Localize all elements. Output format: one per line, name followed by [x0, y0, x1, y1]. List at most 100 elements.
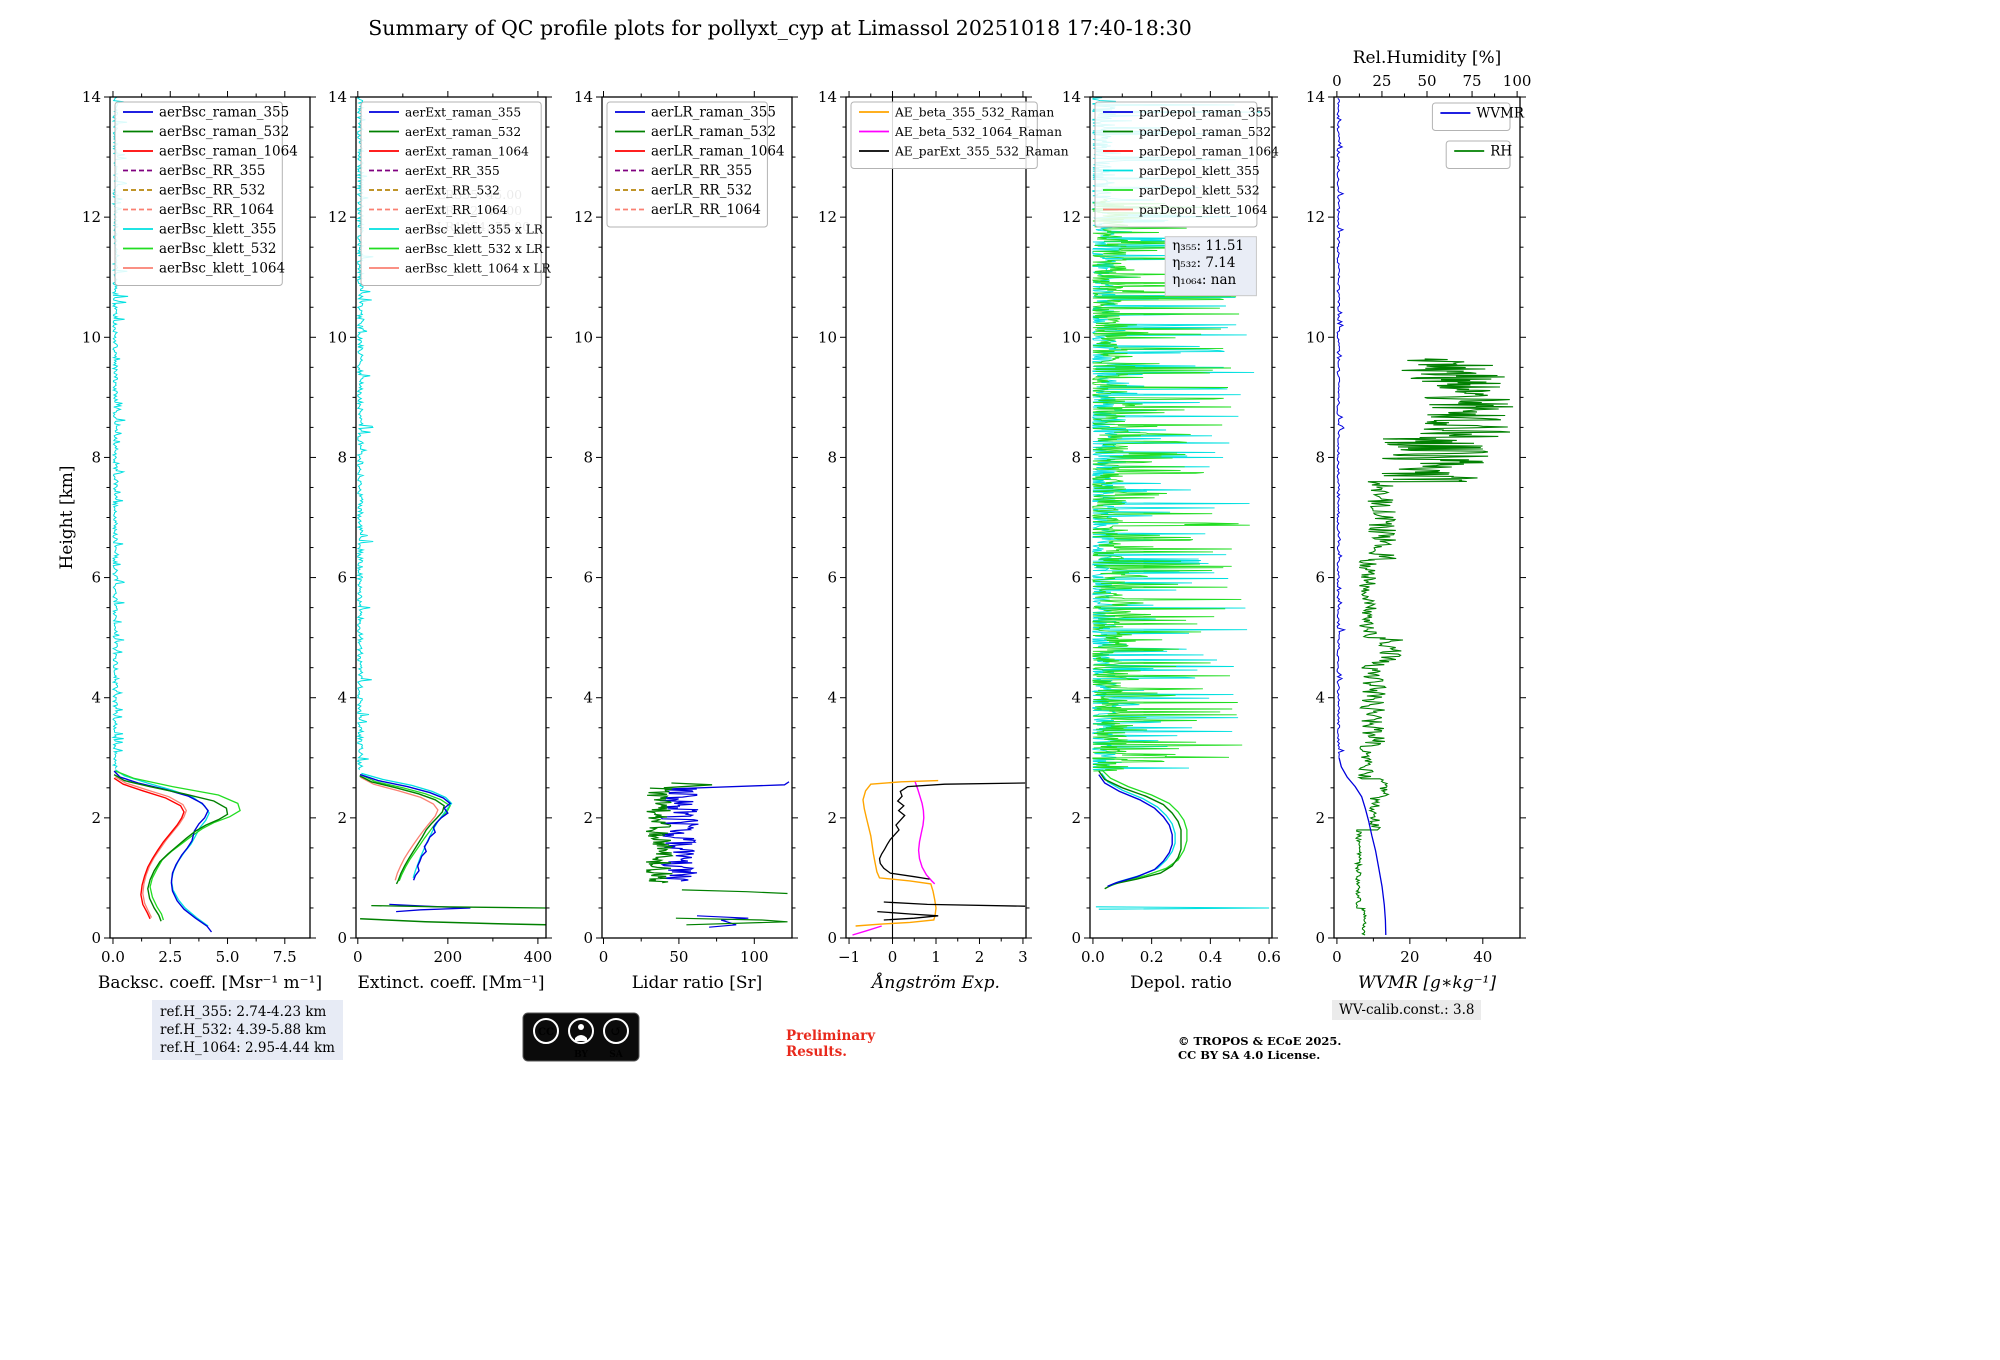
x-tick-label: 400: [524, 948, 553, 966]
aerExt_raman_355-line: [389, 903, 471, 913]
y-tick-label: 6: [583, 569, 593, 587]
x-tick-label: 0: [353, 948, 363, 966]
y-tick-label: 10: [328, 328, 347, 346]
y-tick-label: 10: [1062, 328, 1081, 346]
legend-label: aerExt_raman_532: [405, 125, 521, 139]
y-tick-label: 0: [91, 929, 101, 947]
y-tick-label: 0: [1071, 929, 1081, 947]
y-tick-label: 12: [1306, 208, 1325, 226]
x-tick-label: 0.2: [1140, 948, 1164, 966]
parDepol_klett_532-line: [1101, 769, 1188, 888]
y-tick-label: 14: [82, 88, 101, 106]
x-tick-label: 7.5: [273, 948, 297, 966]
WVMR-line: [1338, 757, 1387, 936]
legend-label: RH: [1490, 144, 1512, 160]
panel-frame: [1333, 96, 1521, 939]
top-axis-label: Rel.Humidity [%]: [1353, 48, 1502, 68]
y-tick-label: 14: [328, 88, 347, 106]
x-tick-label: 2.5: [158, 948, 182, 966]
y-tick-label: 10: [1306, 328, 1325, 346]
panel-frame: [601, 96, 793, 939]
wv-calibration-constant: WV-calib.const.: 3.8: [1332, 1000, 1482, 1020]
top-tick-label: 0: [1332, 72, 1342, 90]
x-tick-label: 0: [599, 948, 609, 966]
aerLR_raman_532-line: [663, 782, 713, 789]
attribution-person-icon: [568, 1018, 594, 1044]
x-tick-label: 0.4: [1198, 948, 1222, 966]
top-tick-label: 25: [1372, 72, 1391, 90]
y-tick-label: 2: [583, 809, 593, 827]
aerBsc_klett_1064_x_LR-line: [359, 776, 439, 881]
y-tick-label: 14: [574, 88, 593, 106]
y-tick-label: 0: [1315, 929, 1325, 947]
parDepol_klett_532-line: [1091, 198, 1250, 772]
legend-label: aerBsc_raman_532: [159, 124, 289, 140]
y-tick-label: 4: [827, 689, 837, 707]
legend-label: aerBsc_raman_1064: [159, 144, 298, 160]
parDepol_klett_355-line: [1095, 906, 1270, 910]
y-tick-label: 2: [827, 809, 837, 827]
y-tick-label: 0: [827, 929, 837, 947]
legend-label: aerBsc_klett_532 x LR: [405, 242, 544, 256]
x-axis-label: Lidar ratio [Sr]: [632, 973, 762, 993]
y-tick-label: 0: [583, 929, 593, 947]
aerBsc_klett_532-line: [115, 770, 241, 921]
y-tick-label: 8: [583, 448, 593, 466]
y-tick-label: 0: [337, 929, 347, 947]
series-group: [111, 97, 241, 933]
legend-label: parDepol_raman_1064: [1139, 145, 1279, 159]
legend-label: aerBsc_klett_1064 x LR: [405, 262, 552, 276]
AE_beta_532_1064_Raman-line: [852, 925, 882, 936]
cc-license-badge: CC ↺ BY SA: [522, 1012, 640, 1062]
legend-label: aerExt_raman_1064: [405, 145, 529, 159]
y-tick-label: 12: [574, 208, 593, 226]
preliminary-line-1: Preliminary: [786, 1028, 876, 1044]
legend: WVMR: [1431, 102, 1525, 131]
y-tick-label: 8: [91, 448, 101, 466]
aerLR_raman_532-line: [646, 787, 674, 884]
y-tick-label: 10: [574, 328, 593, 346]
cc-sa-label: SA: [609, 1050, 623, 1060]
legend-label: aerExt_RR_1064: [405, 203, 508, 217]
panel-frame: [845, 96, 1027, 939]
aerExt_raman_532-line: [360, 918, 546, 926]
aerBsc_raman_532-line: [113, 773, 229, 922]
top-tick-label: 100: [1503, 72, 1532, 90]
y-tick-label: 2: [337, 809, 347, 827]
axis-ticks: [1328, 91, 1526, 944]
cc-icon: [533, 1018, 559, 1044]
top-tick-label: 50: [1417, 72, 1436, 90]
y-tick-label: 2: [1315, 809, 1325, 827]
copyright-line-1: © TROPOS & ECoE 2025.: [1178, 1034, 1342, 1048]
y-tick-label: 4: [1315, 689, 1325, 707]
aerExt_raman_532-line: [359, 775, 446, 885]
ref-h-355: ref.H_355: 2.74-4.23 km: [160, 1004, 327, 1020]
panel-frame: [355, 96, 547, 939]
cc-icon-label: CC: [538, 1027, 554, 1038]
y-tick-label: 4: [91, 689, 101, 707]
y-tick-label: 6: [1071, 569, 1081, 587]
y-tick-label: 6: [91, 569, 101, 587]
panel-frame: [109, 96, 311, 939]
legend-label: AE_beta_532_1064_Raman: [894, 125, 1062, 139]
y-tick-label: 10: [818, 328, 837, 346]
legend: parDepol_raman_355 parDepol_raman_532 parD…: [1094, 101, 1279, 228]
person-head-icon: [578, 1024, 584, 1030]
panel-frame: [1089, 96, 1273, 939]
aerLR_raman_355-line: [696, 915, 749, 928]
legend-label: aerLR_RR_1064: [651, 202, 761, 218]
legend-label: parDepol_klett_1064: [1139, 203, 1268, 217]
y-tick-label: 6: [827, 569, 837, 587]
legend-label: aerExt_RR_532: [405, 184, 500, 198]
legend-label: parDepol_klett_532: [1139, 184, 1260, 198]
legend-label: aerLR_raman_532: [651, 124, 776, 140]
x-tick-label: 0.0: [101, 948, 125, 966]
aerBsc_klett_1064-line: [114, 776, 188, 918]
legend-label: aerBsc_RR_532: [159, 183, 266, 199]
x-tick-label: 20: [1400, 948, 1419, 966]
legend-label: parDepol_raman_355: [1139, 106, 1271, 120]
x-tick-label: 0.6: [1257, 948, 1281, 966]
